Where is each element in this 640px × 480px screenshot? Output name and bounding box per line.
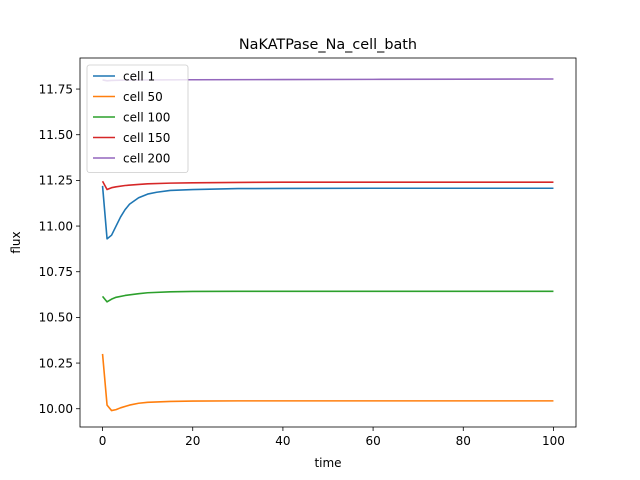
- x-tick-label: 100: [542, 434, 565, 448]
- series-line-3: [101, 180, 554, 191]
- series-line-0: [101, 185, 554, 240]
- legend-entry: cell 150: [123, 131, 170, 145]
- y-tick-label: 10.50: [39, 311, 73, 325]
- y-axis-label: flux: [9, 231, 23, 253]
- y-tick-label: 11.75: [39, 82, 73, 96]
- legend-entry: cell 1: [123, 69, 155, 83]
- y-axis: 10.00 10.25 10.50 10.75 11.00 11.25 11.50 11.75: [39, 82, 80, 416]
- legend-entry: cell 50: [123, 90, 163, 104]
- x-tick-label: 20: [185, 434, 200, 448]
- legend: cell 1 cell 50 cell 100 cell 150 cell 200: [86, 64, 189, 173]
- legend-box: [86, 64, 189, 173]
- y-tick-label: 11.00: [39, 219, 73, 233]
- y-tick-label: 10.00: [39, 402, 73, 416]
- series-line-1: [101, 353, 554, 412]
- legend-entry: cell 200: [123, 151, 170, 165]
- x-tick-label: 60: [365, 434, 380, 448]
- x-tick-label: 0: [99, 434, 107, 448]
- x-tick-label: 40: [275, 434, 290, 448]
- y-tick-label: 10.75: [39, 265, 73, 279]
- plot-frame: [79, 57, 577, 428]
- y-tick-label: 11.25: [39, 174, 73, 188]
- legend-entry: cell 100: [123, 110, 170, 124]
- y-tick-label: 11.50: [39, 128, 73, 142]
- x-axis: 0 20 40 60 80 100: [99, 427, 565, 448]
- x-tick-label: 80: [456, 434, 471, 448]
- chart-title: NaKATPase_Na_cell_bath: [239, 37, 417, 53]
- x-axis-label: time: [314, 456, 341, 470]
- y-tick-label: 10.25: [39, 356, 73, 370]
- series-line-2: [101, 290, 554, 303]
